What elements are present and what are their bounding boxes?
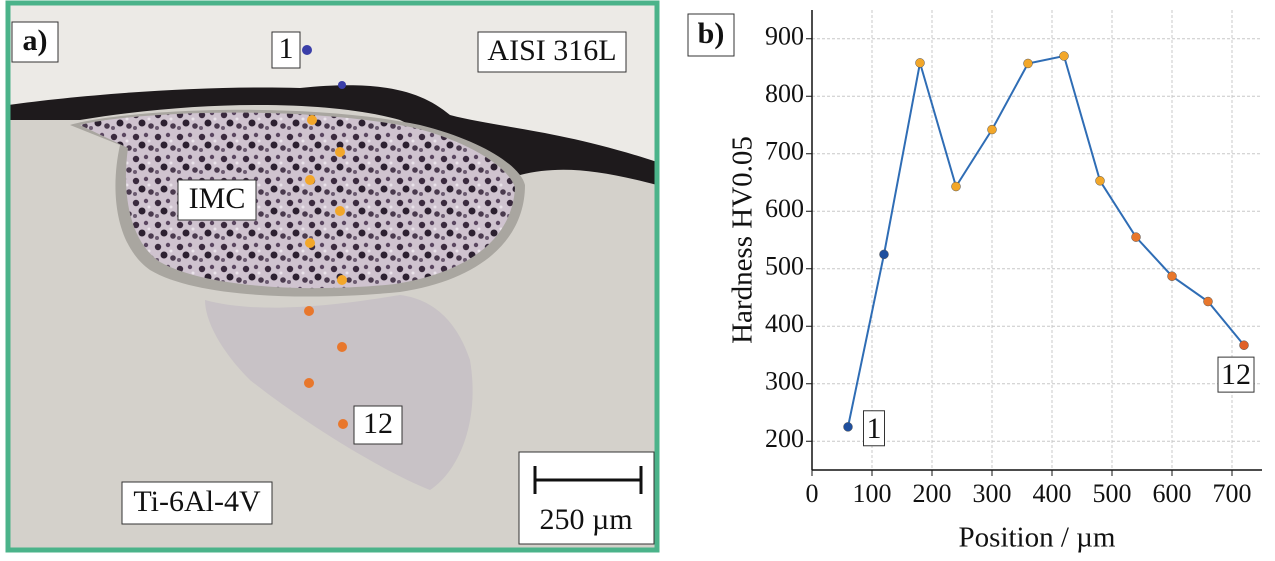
data-point — [880, 250, 889, 259]
point-label: 12 — [363, 407, 393, 440]
data-point — [988, 125, 997, 134]
region-label: Ti-6Al-4V — [133, 485, 261, 518]
panel-label: a) — [23, 24, 48, 57]
indent — [304, 378, 314, 388]
annotation: 1 — [867, 412, 882, 445]
data-point — [1024, 59, 1033, 68]
data-point — [1060, 52, 1069, 61]
x-tick-label: 0 — [806, 479, 819, 508]
data-line — [848, 56, 1244, 427]
x-tick-label: 600 — [1153, 479, 1192, 508]
x-axis-title: Position / µm — [959, 522, 1116, 554]
x-tick-label: 100 — [853, 479, 892, 508]
indent — [307, 115, 317, 125]
annotation: 12 — [1221, 358, 1251, 391]
indent — [302, 45, 312, 55]
y-tick-label: 200 — [765, 424, 804, 453]
y-tick-label: 400 — [765, 309, 804, 338]
indent — [305, 238, 315, 248]
region-label: AISI 316L — [487, 34, 616, 67]
x-tick-label: 700 — [1213, 479, 1252, 508]
y-tick-label: 600 — [765, 194, 804, 223]
data-point — [1240, 341, 1249, 350]
data-point — [952, 182, 961, 191]
data-point — [1204, 297, 1213, 306]
indent — [337, 342, 347, 352]
data-point — [1132, 233, 1141, 242]
indent — [338, 419, 348, 429]
data-point — [844, 422, 853, 431]
indent — [338, 81, 346, 89]
indent — [337, 275, 347, 285]
x-tick-label: 400 — [1033, 479, 1072, 508]
data-point — [1168, 272, 1177, 281]
scale-label: 250 µm — [539, 503, 632, 536]
point-label: 1 — [279, 32, 294, 65]
y-axis-title: Hardness HV0.05 — [727, 136, 759, 344]
micrograph: a) 1 AISI 316L IMC 12 Ti-6Al-4V 250 µm — [8, 3, 657, 550]
chart: 200 300 400 500 600 700 800 900 0 100 200 300 400 500… — [727, 10, 1262, 554]
data-point — [1096, 176, 1105, 185]
x-tick-label: 300 — [973, 479, 1012, 508]
panel-label: b) — [698, 17, 725, 50]
y-tick-label: 500 — [765, 252, 804, 281]
y-tick-label: 300 — [765, 367, 804, 396]
y-tick-label: 900 — [765, 22, 804, 51]
x-tick-label: 200 — [913, 479, 952, 508]
figure: a) 1 AISI 316L IMC 12 Ti-6Al-4V 250 µm b… — [0, 0, 1275, 561]
indent — [304, 306, 314, 316]
indent — [335, 206, 345, 216]
x-tick-label: 500 — [1093, 479, 1132, 508]
indent — [335, 147, 345, 157]
region-label: IMC — [189, 182, 246, 215]
y-tick-label: 800 — [765, 79, 804, 108]
data-point — [916, 58, 925, 67]
y-tick-label: 700 — [765, 137, 804, 166]
indent — [305, 175, 315, 185]
